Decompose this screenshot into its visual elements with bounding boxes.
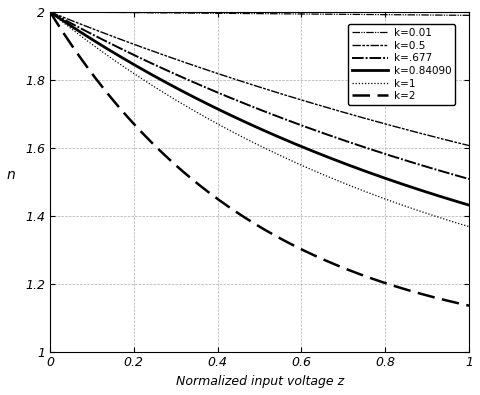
k=.677 [240, 100, 246, 105]
k=1 [251, 140, 257, 145]
Line: k=.677: k=.677 [50, 12, 469, 179]
k=0.01 [251, 11, 257, 16]
Y-axis label: n: n [7, 168, 16, 182]
k=2 [377, 279, 383, 284]
k=0.84090 [47, 9, 53, 14]
k=2 [240, 214, 246, 218]
k=0.84090 [377, 174, 383, 179]
k=1 [47, 9, 53, 14]
k=0.5 [466, 143, 472, 148]
k=2 [69, 43, 74, 47]
k=.677 [466, 177, 472, 181]
k=1 [454, 220, 459, 225]
k=.677 [454, 173, 459, 178]
k=0.5 [454, 140, 459, 145]
k=1 [466, 224, 472, 229]
k=.677 [377, 150, 383, 155]
k=.677 [47, 9, 53, 14]
k=0.01 [69, 10, 74, 15]
k=0.84090 [251, 124, 257, 128]
k=0.84090 [69, 24, 74, 28]
k=1 [240, 135, 246, 139]
k=1 [69, 26, 74, 31]
k=1 [454, 221, 460, 226]
k=0.01 [454, 13, 460, 18]
k=2 [466, 303, 472, 308]
k=2 [454, 301, 460, 305]
k=0.5 [69, 18, 74, 23]
Line: k=0.5: k=0.5 [50, 12, 469, 146]
Line: k=1: k=1 [50, 12, 469, 227]
k=0.5 [47, 9, 53, 14]
k=.677 [251, 105, 257, 109]
Line: k=2: k=2 [50, 12, 469, 306]
k=0.84090 [466, 203, 472, 207]
X-axis label: Normalized input voltage z: Normalized input voltage z [176, 375, 344, 388]
k=0.5 [377, 120, 383, 125]
k=0.84090 [454, 199, 459, 204]
k=2 [454, 301, 459, 305]
k=0.01 [377, 12, 383, 17]
k=0.84090 [454, 199, 460, 204]
k=0.5 [454, 140, 460, 145]
k=0.5 [240, 79, 246, 84]
k=.677 [69, 21, 74, 26]
k=1 [377, 195, 383, 199]
k=2 [47, 9, 53, 14]
k=0.01 [466, 13, 472, 18]
k=0.5 [251, 83, 257, 88]
Line: k=0.84090: k=0.84090 [50, 12, 469, 205]
k=0.84090 [240, 118, 246, 123]
k=0.01 [47, 9, 53, 14]
k=.677 [454, 173, 460, 178]
k=0.01 [240, 11, 246, 16]
Legend: k=0.01, k=0.5, k=.677, k=0.84090, k=1, k=2: k=0.01, k=0.5, k=.677, k=0.84090, k=1, k… [348, 24, 456, 105]
k=2 [251, 221, 257, 226]
Line: k=0.01: k=0.01 [50, 12, 469, 15]
k=0.01 [454, 13, 459, 18]
